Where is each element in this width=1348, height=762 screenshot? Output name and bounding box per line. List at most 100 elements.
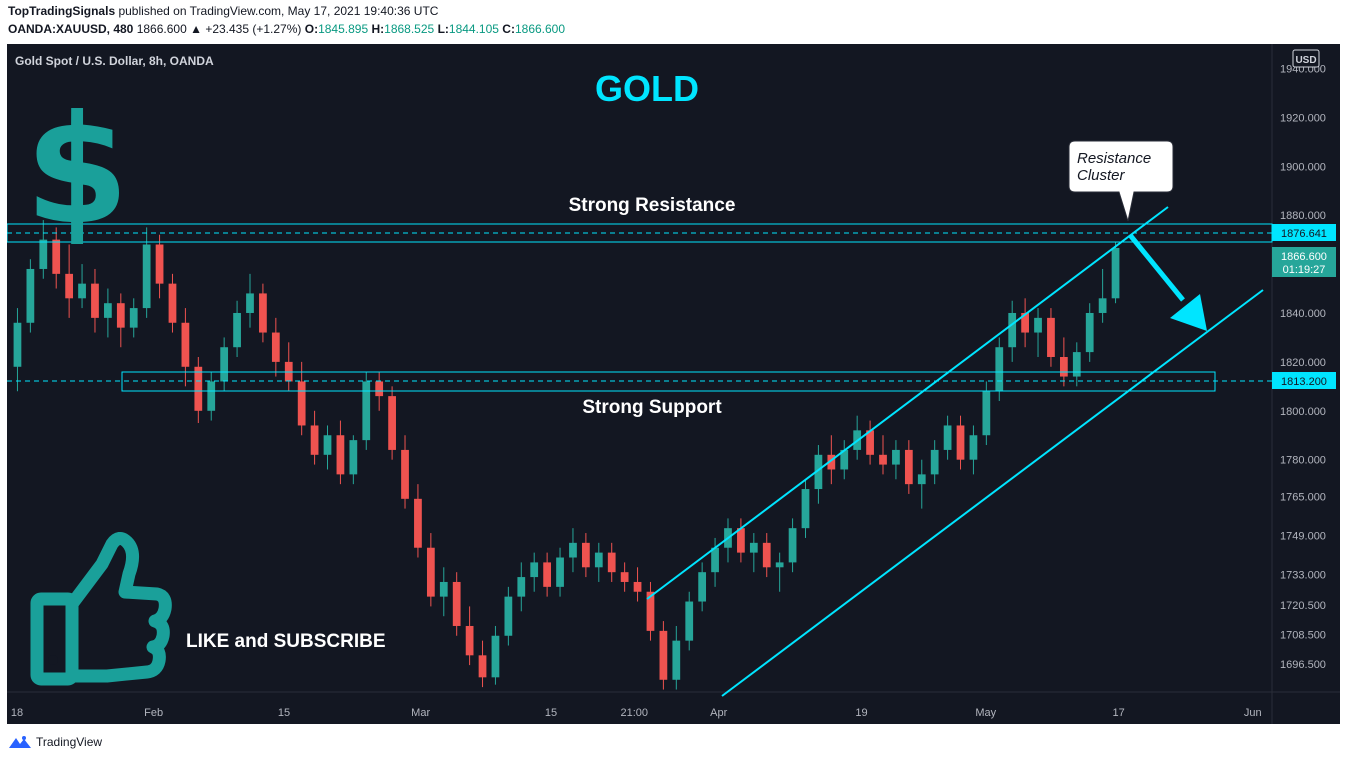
support-price-tag bbox=[1272, 372, 1336, 389]
candle bbox=[917, 459, 926, 509]
tradingview-footer[interactable]: TradingView bbox=[8, 735, 102, 749]
candle bbox=[168, 273, 177, 333]
candle bbox=[401, 435, 409, 509]
down-arrow-head bbox=[1170, 294, 1207, 331]
gold-title: GOLD bbox=[595, 68, 699, 109]
support-price-tag-text: 1813.200 bbox=[1281, 376, 1327, 388]
candle bbox=[775, 552, 784, 592]
low-label: L: bbox=[437, 22, 449, 36]
price-tick-label: 1696.500 bbox=[1280, 659, 1326, 671]
candle bbox=[362, 371, 371, 450]
time-tick-label: 15 bbox=[278, 707, 290, 719]
resistance-cluster-callout: Resistance Cluster bbox=[1068, 140, 1174, 222]
candle bbox=[814, 445, 823, 504]
candle bbox=[762, 533, 771, 578]
resistance-price-tag-text: 1876.641 bbox=[1281, 228, 1327, 240]
candle bbox=[982, 381, 991, 446]
dollar-sign-icon: $ bbox=[25, 84, 129, 258]
currency-badge-text: USD bbox=[1295, 55, 1316, 66]
price-tick-label: 1733.000 bbox=[1280, 570, 1326, 582]
time-tick-label: 21:00 bbox=[621, 707, 649, 719]
candle bbox=[465, 606, 474, 666]
candle bbox=[698, 562, 707, 612]
candle bbox=[65, 244, 74, 318]
strong-support-label: Strong Support bbox=[582, 397, 722, 418]
time-tick-label: May bbox=[975, 707, 996, 719]
candle bbox=[620, 562, 629, 592]
candle bbox=[1047, 308, 1055, 367]
close-label: C: bbox=[502, 22, 515, 36]
candle bbox=[930, 440, 939, 485]
price-chart[interactable]: 1940.0001920.0001900.0001880.0001840.000… bbox=[7, 44, 1340, 724]
time-axis[interactable]: 18 Feb 15 Mar 15 21:00 Apr 19 May 17 Jun bbox=[11, 707, 1262, 719]
candle bbox=[271, 317, 280, 377]
price-tick-label: 1900.000 bbox=[1280, 161, 1326, 173]
candle bbox=[892, 440, 900, 480]
time-tick-label: Mar bbox=[411, 707, 430, 719]
chart-panel[interactable]: 1940.000 1920.000 1900.000 1880.000 1840.000… bbox=[7, 44, 1340, 724]
candle bbox=[414, 484, 422, 558]
callout-line-1: Resistance bbox=[1077, 150, 1151, 167]
published-text: published on TradingView.com, May 17, 20… bbox=[115, 4, 439, 18]
candle bbox=[220, 337, 229, 392]
price-tick-label: 1920.000 bbox=[1280, 112, 1326, 124]
candle bbox=[517, 562, 526, 612]
candle bbox=[91, 268, 99, 333]
candle bbox=[646, 581, 655, 641]
strong-resistance-label: Strong Resistance bbox=[569, 195, 736, 216]
callout-line-2: Cluster bbox=[1077, 167, 1126, 184]
price-axis[interactable]: 1940.0001920.0001900.0001880.0001840.000… bbox=[1280, 63, 1326, 670]
candle bbox=[504, 586, 513, 646]
resistance-price-tag bbox=[1272, 224, 1336, 241]
candle bbox=[633, 567, 642, 602]
candle bbox=[142, 227, 151, 318]
candle bbox=[259, 283, 267, 343]
candle bbox=[439, 567, 448, 617]
candle bbox=[39, 220, 48, 279]
time-tick-label: Jun bbox=[1244, 707, 1262, 719]
close-value: 1866.600 bbox=[514, 22, 566, 36]
price-tick-label: 1708.500 bbox=[1280, 630, 1326, 642]
candle bbox=[452, 572, 461, 636]
open-label: O: bbox=[304, 22, 319, 36]
candle bbox=[801, 479, 810, 538]
candle bbox=[607, 542, 616, 582]
price-tick-label: 1800.000 bbox=[1280, 406, 1326, 418]
candle bbox=[52, 227, 61, 289]
candle bbox=[78, 264, 86, 309]
time-tick-label: Apr bbox=[710, 707, 727, 719]
candle bbox=[659, 621, 668, 690]
candle bbox=[478, 640, 487, 688]
candle bbox=[426, 533, 435, 607]
currency-badge[interactable] bbox=[1292, 49, 1320, 68]
candle bbox=[13, 308, 22, 392]
candle bbox=[1059, 337, 1068, 387]
low-value: 1844.105 bbox=[448, 22, 499, 36]
price-tick-label: 1880.000 bbox=[1280, 210, 1326, 222]
candle bbox=[995, 337, 1004, 402]
author-name[interactable]: TopTradingSignals bbox=[8, 4, 116, 18]
candle bbox=[543, 552, 551, 597]
last-price: 1866.600 bbox=[136, 22, 187, 36]
candles-layer bbox=[13, 220, 1120, 690]
symbol-label: OANDA:XAUUSD, 480 bbox=[8, 22, 134, 36]
time-tick-label: 17 bbox=[1113, 707, 1125, 719]
candle bbox=[116, 293, 125, 348]
candle bbox=[388, 386, 396, 460]
time-tick-label: 18 bbox=[11, 707, 23, 719]
candle bbox=[904, 440, 913, 494]
price-tick-label: 1780.000 bbox=[1280, 455, 1326, 467]
price-tick-label: 1749.000 bbox=[1280, 531, 1326, 543]
instrument-title: Gold Spot / U.S. Dollar, 8h, OANDA bbox=[15, 54, 214, 68]
high-label: H: bbox=[371, 22, 385, 36]
candle bbox=[866, 420, 874, 465]
candle bbox=[1111, 242, 1120, 304]
countdown-tag-text: 01:19:27 bbox=[1283, 264, 1326, 276]
price-tick-label: 1765.000 bbox=[1280, 491, 1326, 503]
candle bbox=[685, 591, 694, 651]
candle bbox=[1072, 342, 1081, 387]
price-change: ▲ +23.435 (+1.27%) bbox=[190, 22, 302, 36]
candle bbox=[737, 518, 745, 563]
candle bbox=[491, 625, 500, 685]
tradingview-logo-icon bbox=[9, 736, 31, 748]
